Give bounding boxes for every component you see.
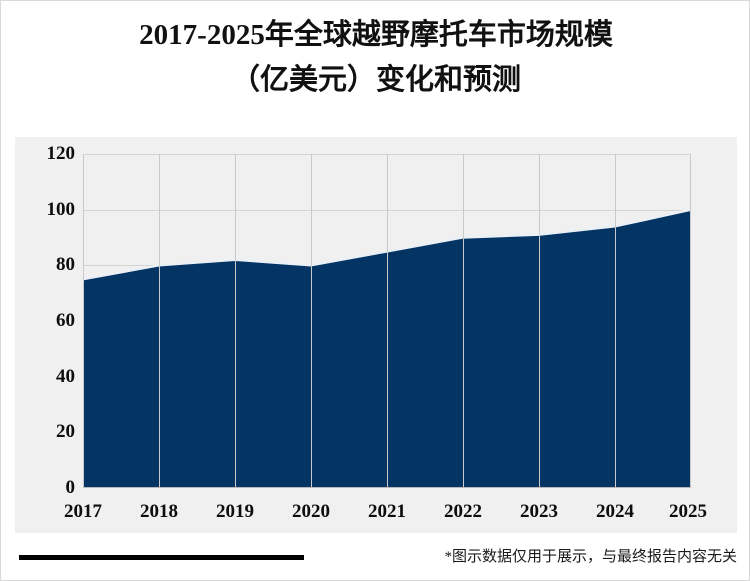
y-tick-120: 120 bbox=[46, 143, 76, 164]
title-line-2: （亿美元）变化和预测 bbox=[230, 64, 521, 96]
y-tick-0: 0 bbox=[65, 477, 76, 498]
gridline-x-2021 bbox=[387, 154, 388, 488]
gridline-x-2019 bbox=[235, 154, 236, 488]
footer-divider-rule bbox=[19, 555, 304, 560]
gridline-x-2023 bbox=[539, 154, 540, 488]
gridline-x-2017 bbox=[83, 154, 84, 488]
y-tick-40: 40 bbox=[56, 365, 75, 387]
x-tick-2021: 2021 bbox=[368, 501, 406, 522]
y-tick-80: 80 bbox=[56, 254, 75, 276]
footer: *图示数据仅用于展示，与最终报告内容无关 bbox=[1, 534, 750, 580]
y-tick-60: 60 bbox=[56, 310, 75, 331]
y-tick-100: 100 bbox=[46, 198, 76, 220]
gridline-x-2018 bbox=[159, 154, 160, 488]
plot-region bbox=[82, 154, 692, 489]
x-axis-ticks: 2017 2018 2019 2020 2021 2022 2023 2024 … bbox=[64, 501, 707, 531]
gridline-x-2020 bbox=[311, 154, 312, 488]
x-tick-2025: 2025 bbox=[669, 501, 707, 522]
y-tick-20: 20 bbox=[56, 421, 75, 443]
gridline-x-2024 bbox=[615, 154, 616, 488]
y-axis-ticks: 120 100 80 60 40 20 0 bbox=[15, 143, 76, 498]
footer-disclaimer: *图示数据仅用于展示，与最终报告内容无关 bbox=[444, 549, 737, 565]
x-tick-2024: 2024 bbox=[596, 501, 634, 522]
x-tick-2019: 2019 bbox=[216, 501, 254, 522]
x-tick-2020: 2020 bbox=[292, 501, 330, 522]
title-line-1: 2017-2025年全球越野摩托车市场规模 bbox=[139, 19, 613, 51]
gridline-x-2022 bbox=[463, 154, 464, 488]
gridline-x-2025 bbox=[690, 154, 691, 488]
x-tick-2017: 2017 bbox=[64, 501, 102, 522]
x-axis-line bbox=[83, 487, 691, 488]
x-tick-2018: 2018 bbox=[140, 501, 178, 522]
page-title: 2017-2025年全球越野摩托车市场规模 （亿美元）变化和预测 bbox=[1, 13, 750, 103]
x-tick-2023: 2023 bbox=[520, 501, 558, 522]
chart-canvas: 120 100 80 60 40 20 0 bbox=[15, 137, 737, 533]
x-tick-2022: 2022 bbox=[444, 501, 482, 522]
